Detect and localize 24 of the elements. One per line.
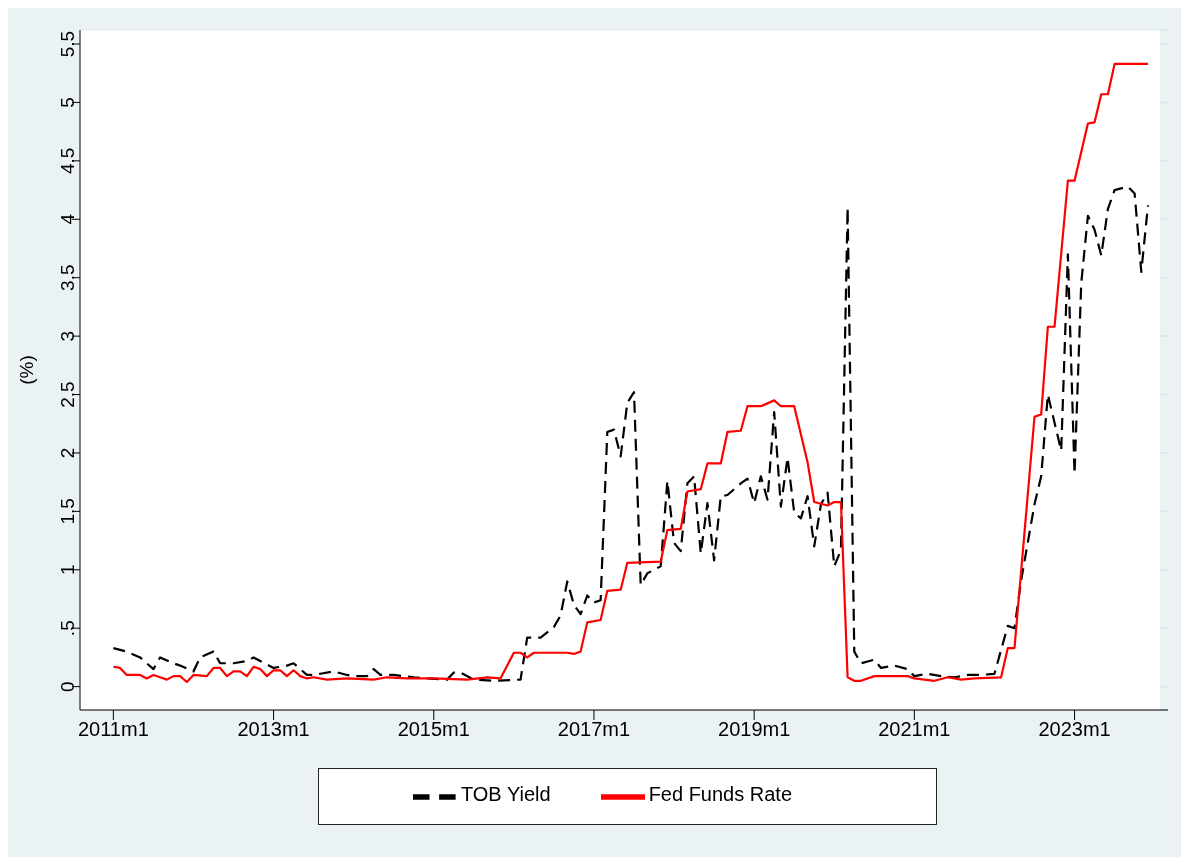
x-tick-label: 2023m1 [1038, 718, 1111, 741]
x-tick-label: 2019m1 [718, 718, 791, 741]
y-tick-label: 4.5 [57, 147, 78, 175]
x-tick-label: 2021m1 [878, 718, 951, 741]
y-tick-label: 1.5 [57, 498, 78, 525]
y-tick-label: 3 [57, 330, 78, 342]
x-tick-label: 2011m1 [77, 718, 149, 741]
line-series [112, 185, 1150, 682]
x-tick-label: 2017m1 [557, 718, 631, 741]
y-tick-label: 5.5 [57, 30, 78, 58]
y-tick-label: 0 [57, 681, 78, 692]
line-series [112, 62, 1150, 684]
y-tick-label: 5 [57, 97, 78, 108]
legend-label: TOB Yield [460, 782, 551, 805]
legend-label: Fed Funds Rate [648, 782, 793, 805]
y-tick-label: 2.5 [57, 381, 78, 408]
y-tick-label: 1 [57, 564, 78, 576]
y-tick-label: 4 [57, 213, 78, 225]
x-tick-label: 2015m1 [397, 718, 470, 741]
y-tick-label: 3.5 [57, 264, 78, 291]
y-tick-label: 2 [57, 447, 78, 459]
x-tick-label: 2013m1 [237, 718, 310, 741]
y-tick-label: .5 [57, 620, 78, 637]
y-axis-title: (%) [15, 355, 37, 385]
